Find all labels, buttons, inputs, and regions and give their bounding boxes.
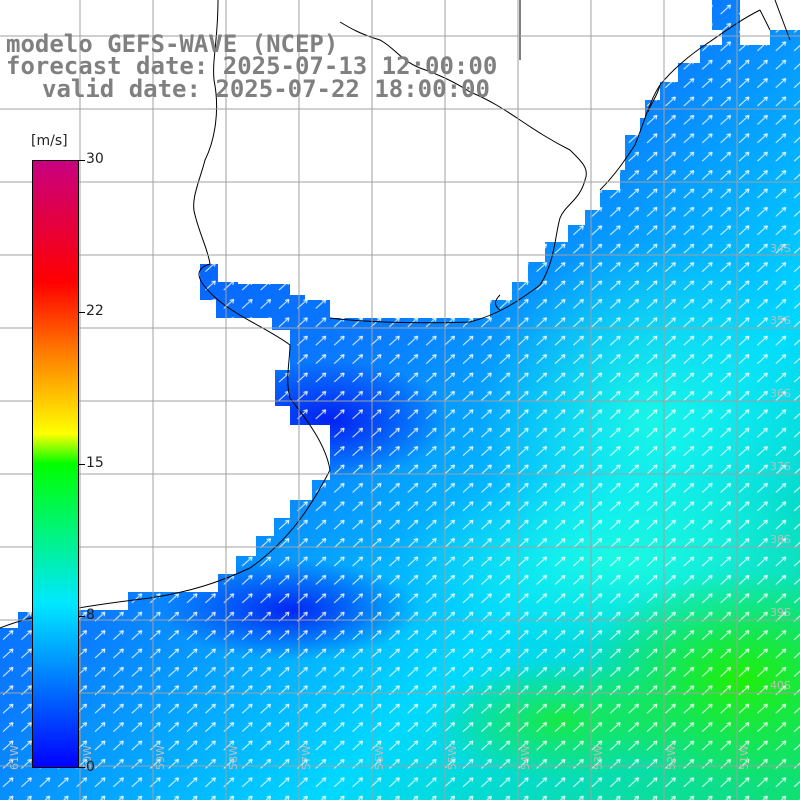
lon-label: 59W	[154, 745, 167, 770]
lon-label: 58W	[227, 745, 240, 770]
lon-label: 53W	[592, 745, 605, 770]
lon-label: 56W	[373, 745, 386, 770]
lon-label: 51W	[738, 745, 751, 770]
colorbar-tick-label: 8	[86, 607, 95, 623]
lat-label: 35S	[770, 314, 791, 327]
colorbar-tick-label: 30	[86, 151, 104, 167]
colorbar-tickmark	[79, 616, 85, 617]
colorbar-tickmark	[79, 767, 85, 768]
lat-label: 39S	[770, 606, 791, 619]
coastline	[0, 0, 791, 629]
colorbar	[32, 160, 79, 768]
lat-label: 34S	[770, 242, 791, 255]
colorbar-tickmark	[79, 464, 85, 465]
lat-label: 40S	[770, 679, 791, 692]
colorbar-tick-label: 0	[86, 759, 95, 775]
lon-label: 60W	[81, 745, 94, 770]
model-title: modelo GEFS-WAVE (NCEP)	[6, 30, 339, 58]
colorbar-tickmark	[79, 312, 85, 313]
valid-date: valid date: 2025-07-22 18:00:00	[42, 75, 490, 103]
lat-label: 37S	[770, 460, 791, 473]
land-mass	[0, 0, 722, 628]
lon-label: 55W	[446, 745, 459, 770]
land-mass-ne	[740, 0, 800, 45]
lon-label: 61W	[8, 745, 21, 770]
lon-label: 52W	[665, 745, 678, 770]
lat-label: 38S	[770, 533, 791, 546]
lon-label: 54W	[519, 745, 532, 770]
colorbar-tick-label: 22	[86, 303, 104, 319]
colorbar-tick-label: 15	[86, 455, 104, 471]
forecast-date: forecast date: 2025-07-13 12:00:00	[6, 52, 498, 80]
colorbar-tickmark	[79, 160, 85, 161]
lat-label: 36S	[770, 387, 791, 400]
lon-label: 57W	[300, 745, 313, 770]
colorbar-unit: [m/s]	[31, 133, 68, 149]
